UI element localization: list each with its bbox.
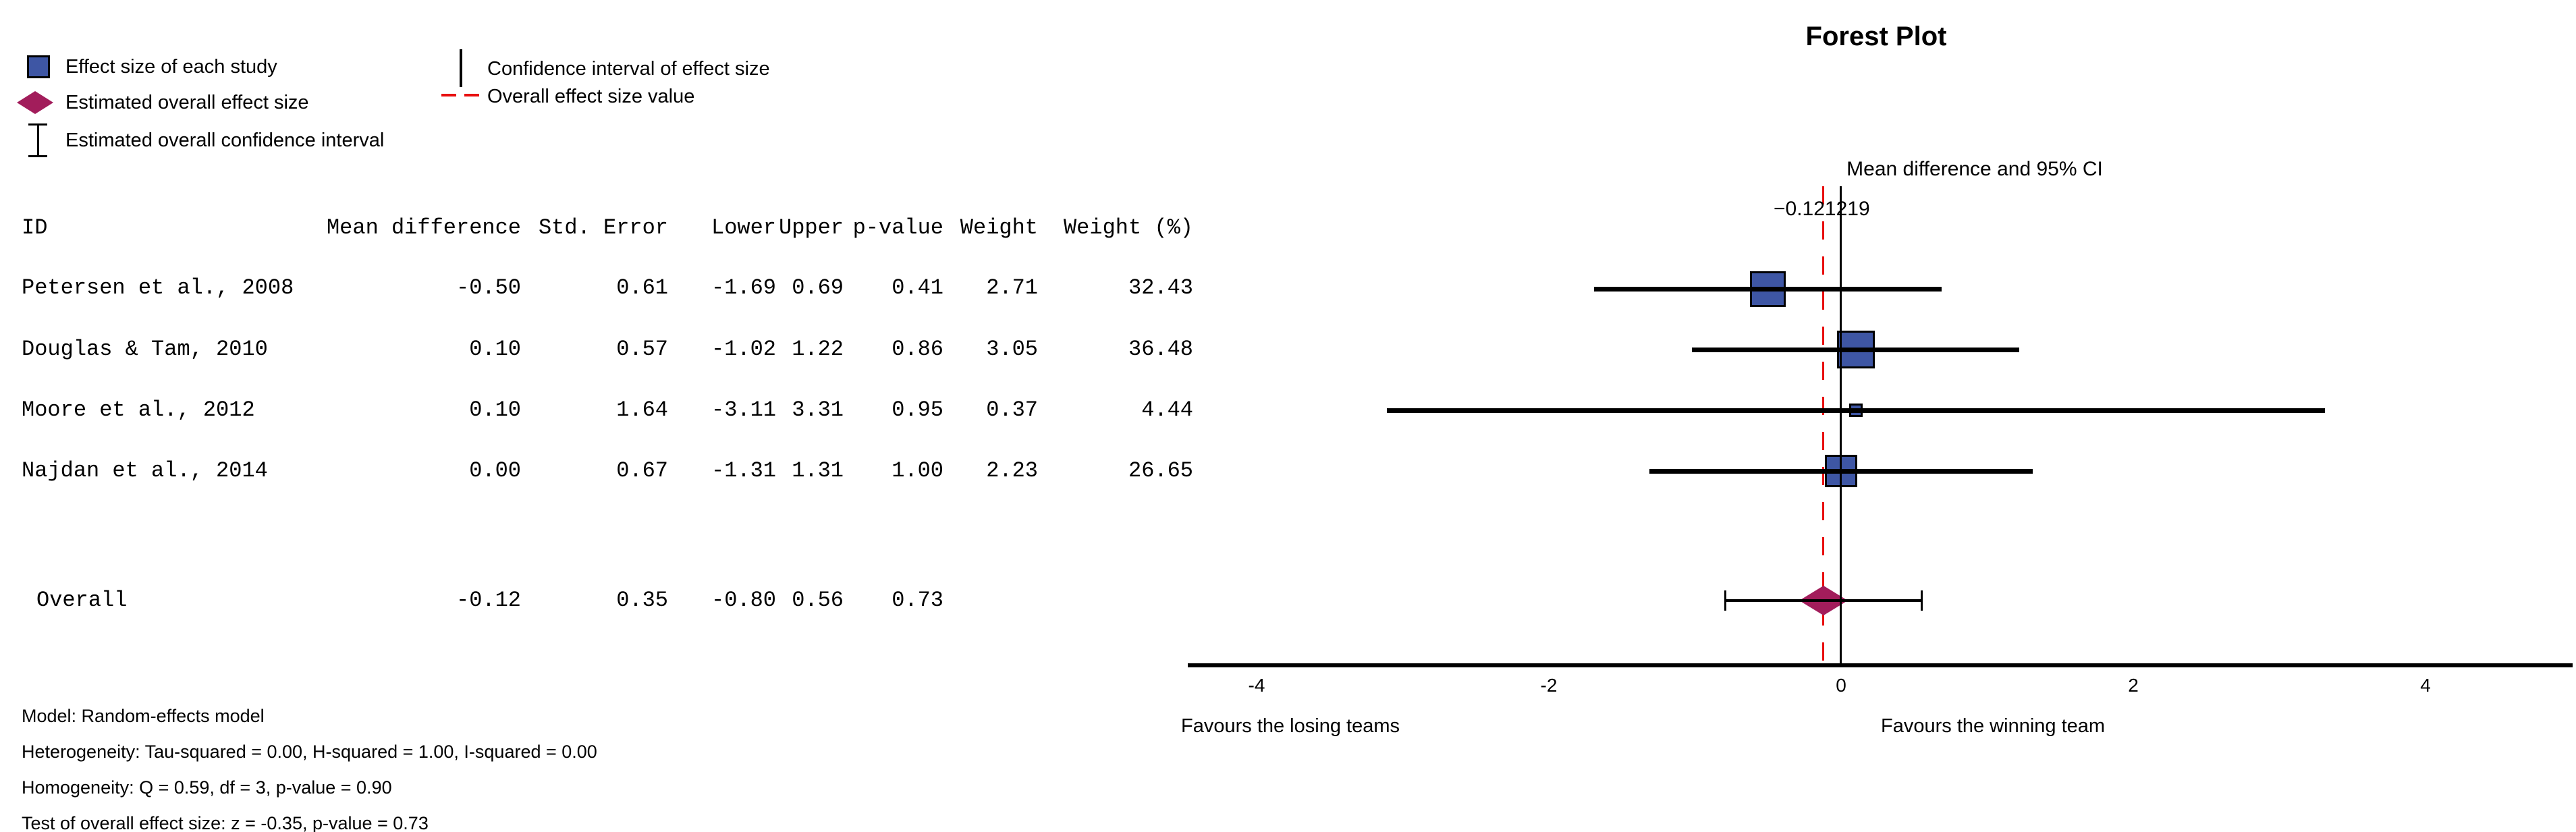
model-note-line: Model: Random-effects model: [22, 706, 265, 726]
overall-value-dashed-line-icon: [441, 94, 481, 96]
legend-item-label: Estimated overall effect size: [65, 92, 309, 113]
table-cell-value: 26.65: [1128, 458, 1193, 483]
table-cell-value: 0.37: [986, 397, 1038, 422]
table-cell-value: -1.02: [711, 337, 776, 362]
study-ci-line: [1692, 348, 2020, 352]
plot-title: Forest Plot: [1805, 22, 1947, 51]
x-axis-left-annotation: Favours the losing teams: [1181, 715, 1400, 737]
table-cell-value: Weight: [960, 215, 1038, 240]
table-cell-value: 0.35: [616, 588, 668, 613]
axis-tick-label: 0: [1836, 675, 1846, 696]
table-cell-id: ID: [22, 215, 48, 240]
table-cell-value: 0.56: [792, 588, 844, 613]
table-cell-id: Petersen et al., 2008: [22, 275, 294, 300]
x-axis-right-annotation: Favours the winning team: [1881, 715, 2106, 737]
table-cell-value: 0.10: [469, 337, 521, 362]
overall-ci-line: [1724, 599, 1923, 602]
table-header: ID Mean difference Std. Error Lower Upper p-v…: [22, 215, 1193, 242]
table-cell-value: Std. Error: [538, 215, 668, 240]
model-note-line: Test of overall effect size: z = -0.35, …: [22, 813, 429, 832]
axis-tick-label: 2: [2128, 675, 2139, 696]
overall-value-dashed-line: [1822, 186, 1824, 665]
table-cell-id: Overall: [36, 588, 128, 613]
table-cell-value: 0.67: [616, 458, 668, 483]
table-cell-value: 36.48: [1128, 337, 1193, 362]
table-cell-value: 0.00: [469, 458, 521, 483]
study-ci-line: [1386, 408, 2325, 413]
overall-ci-ibar-icon: [28, 123, 47, 157]
table-cell-value: [943, 587, 1038, 614]
table-row: Moore et al., 2012 0.10 1.64 -3.11 3.31 0.95 0…: [22, 397, 1193, 424]
table-cell-value: 0.10: [469, 397, 521, 422]
effect-size-square-icon: [27, 55, 50, 78]
table-row: Najdan et al., 2014 0.00 0.67 -1.31 1.31 1.00…: [22, 457, 1193, 484]
table-cell-id: Najdan et al., 2014: [22, 458, 268, 483]
table-row: Petersen et al., 2008 -0.50 0.61 -1.69 0.69 0…: [22, 275, 1193, 302]
overall-ci-cap: [1724, 590, 1726, 611]
table-cell-value: 0.86: [892, 337, 943, 362]
axis-label: Mean difference and 95% CI: [1846, 158, 2103, 180]
table-row: Douglas & Tam, 2010 0.10 0.57 -1.02 1.22 0.86…: [22, 336, 1193, 363]
overall-value-label: −0.121219: [1774, 198, 1870, 220]
table-cell-value: 32.43: [1128, 275, 1193, 300]
table-cell-value: 4.44: [1141, 397, 1193, 422]
x-axis-line: [1188, 663, 2573, 667]
axis-tick-label: -4: [1248, 675, 1265, 696]
table-cell-value: 0.95: [892, 397, 943, 422]
table-cell-value: Weight (%): [1063, 215, 1193, 240]
table-cell-value: -0.12: [456, 588, 521, 613]
study-ci-line: [1649, 469, 2033, 474]
legend-item-label: Estimated overall confidence interval: [65, 130, 385, 151]
table-cell-value: -0.80: [711, 588, 776, 613]
table-cell-value: 1.64: [616, 397, 668, 422]
table-cell-value: [1038, 587, 1193, 614]
model-note-line: Heterogeneity: Tau-squared = 0.00, H-squ…: [22, 742, 597, 762]
axis-tick-label: -2: [1540, 675, 1558, 696]
table-overall-row: Overall -0.12 0.35 -0.80 0.56 0.73: [22, 587, 1193, 614]
overall-effect-diamond-icon: [17, 91, 53, 114]
model-note-line: Homogeneity: Q = 0.59, df = 3, p-value =…: [22, 777, 392, 798]
table-cell-value: -3.11: [711, 397, 776, 422]
table-cell-value: p-value: [852, 215, 943, 240]
table-cell-value: Mean difference: [326, 215, 521, 240]
overall-ci-cap: [1921, 590, 1923, 611]
table-cell-value: 0.73: [892, 588, 943, 613]
table-cell-value: Upper: [778, 215, 844, 240]
zero-reference-line: [1840, 186, 1842, 665]
table-cell-value: Lower: [711, 215, 776, 240]
table-cell-value: -1.31: [711, 458, 776, 483]
model-notes: Model: Random-effects model Heterogeneit…: [22, 698, 597, 832]
table-cell-value: 3.05: [986, 337, 1038, 362]
table-cell-value: 3.31: [792, 397, 844, 422]
legend-item-label: Overall effect size value: [487, 86, 695, 107]
table-cell-id: Moore et al., 2012: [22, 397, 255, 422]
table-cell-value: 0.41: [892, 275, 943, 300]
axis-tick-label: 4: [2420, 675, 2431, 696]
table-cell-value: 1.22: [792, 337, 844, 362]
table-cell-value: 0.69: [792, 275, 844, 300]
table-cell-value: -1.69: [711, 275, 776, 300]
ci-vertical-line-icon: [460, 49, 462, 87]
table-cell-id: Douglas & Tam, 2010: [22, 337, 268, 362]
table-cell-value: 1.00: [892, 458, 943, 483]
table-cell-value: 2.23: [986, 458, 1038, 483]
table-cell-value: 0.57: [616, 337, 668, 362]
table-cell-value: 1.31: [792, 458, 844, 483]
legend-item-label: Effect size of each study: [65, 56, 277, 78]
study-ci-line: [1594, 287, 1942, 292]
legend-item-label: Confidence interval of effect size: [487, 58, 770, 80]
table-cell-value: 2.71: [986, 275, 1038, 300]
table-cell-value: -0.50: [456, 275, 521, 300]
table-cell-value: 0.61: [616, 275, 668, 300]
